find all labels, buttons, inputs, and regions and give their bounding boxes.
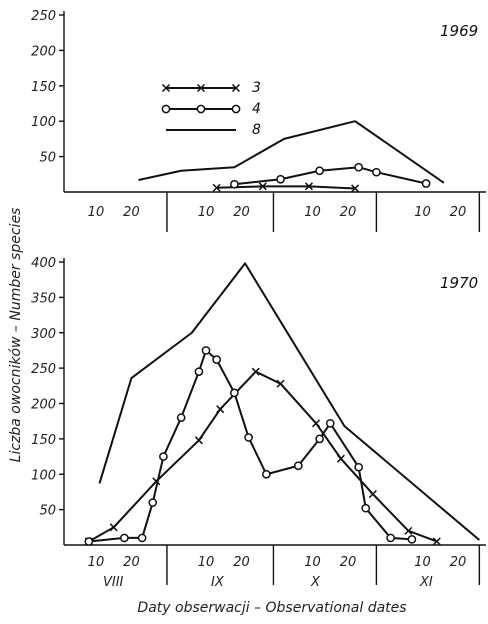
- point-1970-4-2: [137, 533, 147, 543]
- point-1969-3-2: [304, 182, 313, 191]
- x-tick-label-1970-3-10: 10: [414, 555, 431, 570]
- legend-marker-o-1: [196, 104, 206, 114]
- y-tick-label-1970-300: 300: [31, 327, 56, 342]
- y-tick-label-1970-150: 150: [31, 433, 56, 448]
- point-1970-3-5: [251, 367, 260, 376]
- point-1970-4-15: [354, 462, 363, 472]
- point-1970-3-6: [276, 379, 285, 388]
- point-1969-3-0: [212, 183, 221, 192]
- point-1969-4-2: [315, 166, 324, 176]
- point-1970-4-6: [194, 367, 204, 377]
- x-tick-label-1970-2-10: 10: [304, 555, 321, 570]
- series-line-1970-3: [88, 370, 438, 543]
- x-tick-label-1970-2-20: 20: [340, 555, 357, 570]
- x-tick-label-1969-3-10: 10: [414, 205, 431, 220]
- series-line-1970-4: [88, 349, 412, 543]
- legend-marker-x-1: [196, 83, 206, 93]
- y-tick-label-1970-50: 50: [39, 504, 56, 519]
- x-tick-label-1969-3-20: 20: [450, 205, 467, 220]
- x-tick-label-1970-3-20: 20: [450, 555, 467, 570]
- point-1969-4-5: [421, 179, 431, 188]
- point-1970-4-18: [407, 534, 417, 544]
- x-tick-label-1970-1-20: 20: [233, 555, 250, 570]
- x-tick-label-1969-1-10: 10: [198, 205, 215, 220]
- point-1970-3-3: [194, 436, 203, 445]
- y-tick-label-1969-50: 50: [39, 151, 56, 166]
- y-tick-label-1969-100: 100: [31, 115, 56, 130]
- x-tick-label-1970-0-10: 10: [88, 555, 105, 570]
- point-1969-3-3: [351, 184, 360, 193]
- series-line-1969-4: [234, 166, 427, 186]
- series-line-1969-3: [216, 185, 356, 190]
- y-tick-label-1970-250: 250: [31, 362, 56, 377]
- y-tick-label-1970-350: 350: [31, 291, 56, 306]
- point-1970-4-3: [148, 498, 158, 507]
- x-tick-label-1970-0-20: 20: [123, 555, 140, 570]
- point-1970-4-8: [212, 355, 221, 364]
- point-1969-4-0: [230, 179, 239, 189]
- series-line-1970-8: [98, 262, 480, 541]
- point-1970-3-11: [432, 537, 441, 546]
- legend-marker-o-0: [161, 104, 171, 114]
- x-tick-label-1969-1-20: 20: [233, 205, 250, 220]
- point-1970-3-4: [216, 405, 225, 414]
- point-1970-4-10: [244, 433, 253, 442]
- point-1970-4-12: [293, 461, 303, 471]
- point-1970-4-7: [201, 346, 211, 355]
- point-1969-4-3: [354, 162, 363, 172]
- point-1970-3-1: [109, 523, 118, 532]
- y-tick-label-1969-200: 200: [31, 44, 56, 59]
- x-tick-label-1970-1-10: 10: [198, 555, 215, 570]
- point-1970-4-0: [84, 537, 94, 546]
- point-1970-4-17: [386, 533, 395, 543]
- legend-marker-x-0: [161, 83, 171, 93]
- point-1970-4-13: [315, 434, 324, 444]
- point-1969-4-4: [372, 167, 381, 177]
- point-1970-4-9: [230, 388, 239, 398]
- y-tick-label-1969-150: 150: [31, 80, 56, 95]
- point-1970-4-16: [361, 503, 371, 513]
- point-1969-3-1: [258, 182, 267, 191]
- point-1970-4-14: [325, 418, 335, 428]
- x-tick-label-1969-2-20: 20: [340, 205, 357, 220]
- point-1970-3-10: [404, 526, 413, 535]
- x-tick-label-1969-0-20: 20: [123, 205, 140, 220]
- x-tick-label-1969-2-10: 10: [304, 205, 321, 220]
- point-1970-4-5: [176, 413, 186, 422]
- x-tick-label-1969-0-10: 10: [88, 205, 105, 220]
- y-tick-label-1970-200: 200: [31, 398, 56, 413]
- y-tick-label-1970-400: 400: [31, 256, 56, 271]
- y-tick-label-1970-100: 100: [31, 468, 56, 483]
- point-1970-3-7: [312, 419, 321, 428]
- point-1970-4-11: [262, 469, 271, 479]
- point-1970-3-9: [368, 490, 377, 499]
- legend-marker-x-2: [231, 83, 241, 93]
- point-1970-3-8: [336, 454, 345, 463]
- point-1969-4-1: [276, 174, 285, 184]
- point-1970-4-1: [120, 533, 129, 543]
- point-1970-4-4: [159, 452, 168, 461]
- y-tick-label-1969-250: 250: [31, 9, 56, 24]
- legend-marker-o-2: [231, 104, 241, 114]
- series-line-1969-8: [138, 120, 445, 184]
